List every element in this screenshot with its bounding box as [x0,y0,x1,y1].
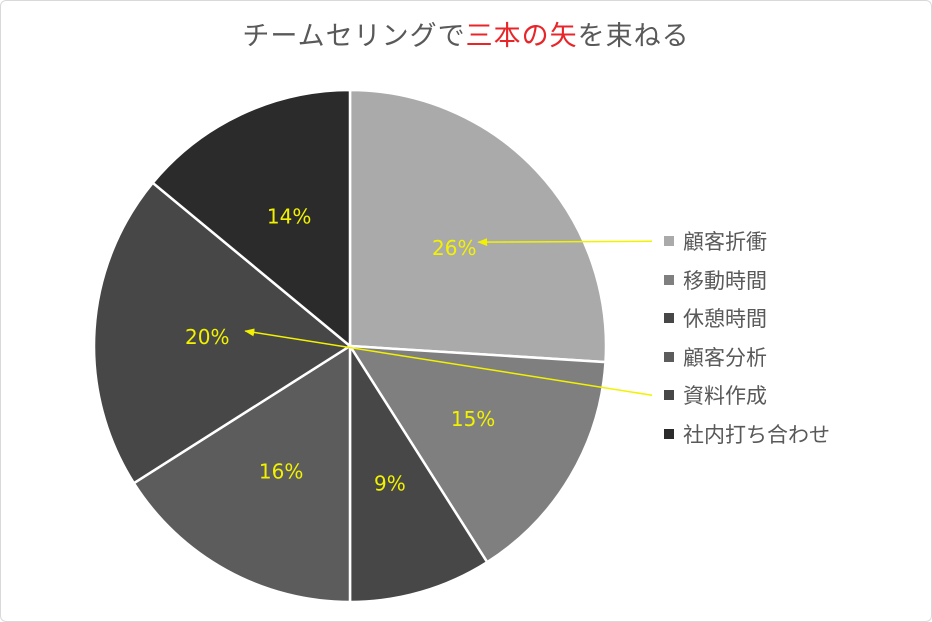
legend-item: 顧客折衝 [664,222,830,261]
legend-label: 顧客分析 [683,345,767,370]
annotation-arrow [477,238,653,247]
legend-item: 資料作成 [664,376,830,415]
title-part-3: を束ねる [577,21,690,52]
legend-item: 休憩時間 [664,299,830,338]
pie-slice [348,341,489,604]
chart-title: チームセリングで三本の矢を束ねる [0,14,932,53]
data-label: 16% [259,459,303,483]
annotation-arrows [244,238,653,396]
title-part-2-highlight: 三本の矢 [465,21,578,52]
pie-slice [150,88,352,349]
data-label: 9% [374,471,406,495]
legend-item: 社内打ち合わせ [664,415,830,454]
legend-label: 社内打ち合わせ [683,422,830,447]
data-label: 20% [185,325,229,349]
pie-slice [132,343,352,604]
data-label: 15% [451,407,495,431]
pie-slices [92,88,608,604]
legend-swatch [664,351,674,362]
pie-slice [92,181,353,485]
legend-label: 休憩時間 [683,307,767,332]
title-part-1: チームセリングで [242,21,466,52]
data-label: 26% [432,236,476,260]
legend-item: 移動時間 [664,261,830,300]
annotation-arrow [244,328,653,396]
pie-slice [347,344,607,564]
legend-swatch [664,236,674,247]
legend: 顧客折衝 移動時間 休憩時間 顧客分析 資料作成 社内打ち合わせ [664,222,830,453]
legend-swatch [664,390,674,401]
legend-label: 顧客折衝 [683,230,767,255]
data-label: 14% [267,205,311,229]
data-labels: 26% 15% 9% 16% 20% 14% [185,205,495,496]
legend-swatch [664,428,674,439]
legend-swatch [664,274,674,285]
legend-label: 移動時間 [683,268,767,293]
legend-swatch [664,313,674,324]
pie-slice [348,88,608,364]
legend-label: 資料作成 [683,384,767,409]
legend-item: 顧客分析 [664,338,830,377]
